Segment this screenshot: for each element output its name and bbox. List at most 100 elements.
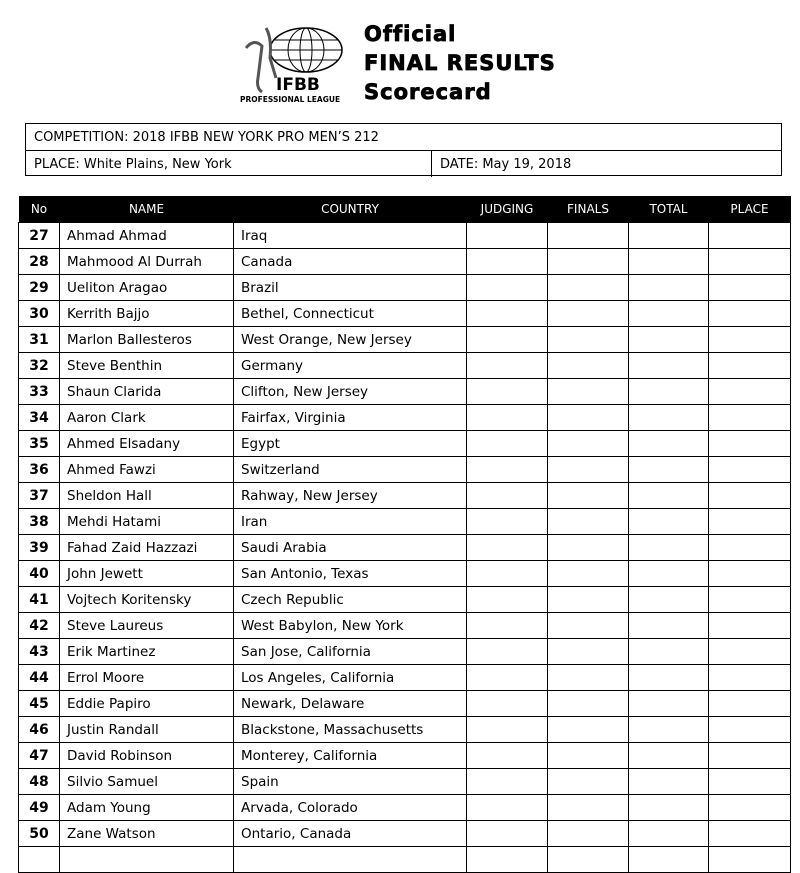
score-cell bbox=[628, 820, 709, 847]
column-header: No bbox=[18, 196, 60, 223]
score-cell bbox=[547, 586, 629, 613]
competitor-name: Ahmed Fawzi bbox=[59, 456, 234, 483]
score-cell bbox=[466, 690, 548, 717]
table-row: 29 Ueliton Aragao Brazil bbox=[18, 274, 791, 301]
competitor-country: Canada bbox=[233, 248, 467, 275]
score-cell bbox=[708, 638, 791, 665]
competitor-name: Mehdi Hatami bbox=[59, 508, 234, 535]
competitor-country: Los Angeles, California bbox=[233, 664, 467, 691]
score-cell bbox=[708, 742, 791, 769]
competition: COMPETITION: 2018 IFBB NEW YORK PRO MEN’… bbox=[26, 124, 781, 151]
score-cell bbox=[628, 768, 709, 795]
competitor-name: Kerrith Bajjo bbox=[59, 300, 234, 327]
table-row: 46 Justin Randall Blackstone, Massachusett… bbox=[18, 716, 791, 743]
score-cell bbox=[708, 664, 791, 691]
competitor-name: Aaron Clark bbox=[59, 404, 234, 431]
score-cell bbox=[547, 222, 629, 249]
table-row: 35 Ahmed Elsadany Egypt bbox=[18, 430, 791, 457]
competitor-country: West Babylon, New York bbox=[233, 612, 467, 639]
score-cell bbox=[628, 456, 709, 483]
table-row: 42 Steve Laureus West Babylon, New York bbox=[18, 612, 791, 639]
score-cell bbox=[547, 508, 629, 535]
score-cell bbox=[628, 430, 709, 457]
score-cell bbox=[466, 508, 548, 535]
table-row: 36 Ahmed Fawzi Switzerland bbox=[18, 456, 791, 483]
score-cell bbox=[466, 664, 548, 691]
competitor-name: Silvio Samuel bbox=[59, 768, 234, 795]
table-row: 39 Fahad Zaid Hazzazi Saudi Arabia bbox=[18, 534, 791, 561]
score-cell bbox=[628, 586, 709, 613]
competitor-number: 47 bbox=[18, 742, 60, 769]
competitor-name: Zane Watson bbox=[59, 820, 234, 847]
score-cell bbox=[628, 222, 709, 249]
score-cell bbox=[708, 508, 791, 535]
score-cell bbox=[466, 430, 548, 457]
title-line: Official bbox=[364, 22, 457, 47]
score-cell bbox=[708, 300, 791, 327]
score-cell bbox=[628, 846, 709, 873]
competitor-country: San Antonio, Texas bbox=[233, 560, 467, 587]
score-cell bbox=[708, 846, 791, 873]
competitor-number: 35 bbox=[18, 430, 60, 457]
score-cell bbox=[547, 534, 629, 561]
score-cell bbox=[708, 690, 791, 717]
score-cell bbox=[547, 768, 629, 795]
score-cell bbox=[628, 560, 709, 587]
score-cell bbox=[547, 482, 629, 509]
ifbb-logo: IFBB PROFESSIONAL LEAGUE bbox=[236, 18, 356, 104]
competitor-country: Saudi Arabia bbox=[233, 534, 467, 561]
competitor-number: 29 bbox=[18, 274, 60, 301]
competitor-country: Egypt bbox=[233, 430, 467, 457]
table-row: 45 Eddie Papiro Newark, Delaware bbox=[18, 690, 791, 717]
competitor-number: 27 bbox=[18, 222, 60, 249]
score-cell bbox=[466, 794, 548, 821]
score-cell bbox=[547, 820, 629, 847]
score-cell bbox=[466, 716, 548, 743]
competitor-number: 48 bbox=[18, 768, 60, 795]
table-row: 30 Kerrith Bajjo Bethel, Connecticut bbox=[18, 300, 791, 327]
score-cell bbox=[547, 274, 629, 301]
score-cell bbox=[547, 794, 629, 821]
competitor-name: Ueliton Aragao bbox=[59, 274, 234, 301]
table-row: 31 Marlon Ballesteros West Orange, New Jer… bbox=[18, 326, 791, 353]
score-cell bbox=[628, 274, 709, 301]
competitor-number: 43 bbox=[18, 638, 60, 665]
competitor-number: 36 bbox=[18, 456, 60, 483]
place: PLACE: White Plains, New York bbox=[26, 151, 432, 177]
competitor-number: 39 bbox=[18, 534, 60, 561]
table-row: 50 Zane Watson Ontario, Canada bbox=[18, 820, 791, 847]
score-cell bbox=[708, 820, 791, 847]
score-cell bbox=[708, 612, 791, 639]
competitor-number: 49 bbox=[18, 794, 60, 821]
score-cell bbox=[708, 768, 791, 795]
table-row: 38 Mehdi Hatami Iran bbox=[18, 508, 791, 535]
score-cell bbox=[547, 326, 629, 353]
score-cell bbox=[466, 326, 548, 353]
table-row: 33 Shaun Clarida Clifton, New Jersey bbox=[18, 378, 791, 405]
competitor-country: Arvada, Colorado bbox=[233, 794, 467, 821]
score-cell bbox=[708, 586, 791, 613]
competitor-number: 40 bbox=[18, 560, 60, 587]
competitor-name: David Robinson bbox=[59, 742, 234, 769]
score-cell bbox=[466, 404, 548, 431]
score-cell bbox=[466, 742, 548, 769]
score-cell bbox=[628, 300, 709, 327]
column-header: COUNTRY bbox=[233, 196, 467, 223]
score-cell bbox=[466, 560, 548, 587]
score-cell bbox=[547, 456, 629, 483]
score-cell bbox=[628, 638, 709, 665]
score-cell bbox=[466, 638, 548, 665]
score-cell bbox=[466, 248, 548, 275]
score-cell bbox=[547, 300, 629, 327]
competitor-name: John Jewett bbox=[59, 560, 234, 587]
competitor-name: Ahmed Elsadany bbox=[59, 430, 234, 457]
competitor-country: Czech Republic bbox=[233, 586, 467, 613]
competitor-country: Fairfax, Virginia bbox=[233, 404, 467, 431]
competitor-country: Bethel, Connecticut bbox=[233, 300, 467, 327]
score-cell bbox=[628, 664, 709, 691]
competitor-number: 44 bbox=[18, 664, 60, 691]
score-cell bbox=[628, 404, 709, 431]
score-cell bbox=[708, 482, 791, 509]
column-header: PLACE bbox=[708, 196, 791, 223]
competitor-number: 42 bbox=[18, 612, 60, 639]
